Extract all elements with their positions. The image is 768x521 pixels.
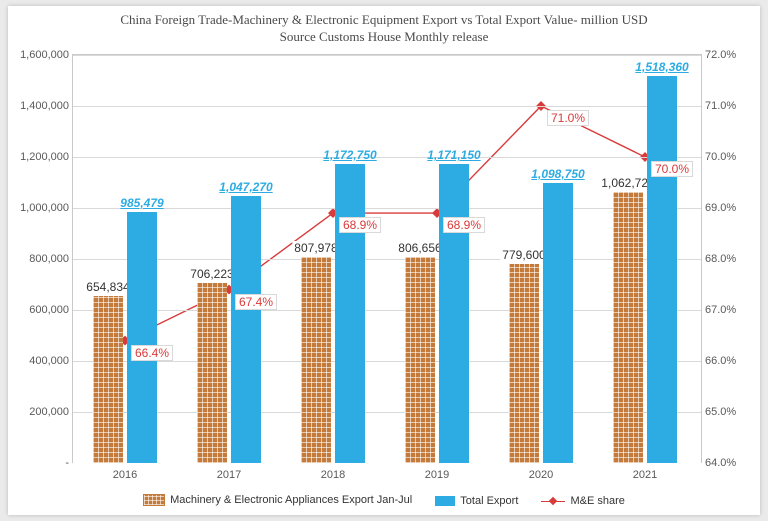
gridline bbox=[73, 412, 701, 413]
bar-label-me: 806,656 bbox=[396, 241, 443, 255]
ytick-left: 600,000 bbox=[11, 304, 69, 316]
legend-item-share: M&E share bbox=[541, 495, 624, 507]
xtick: 2021 bbox=[605, 469, 685, 481]
plot-area: -200,000400,000600,000800,0001,000,0001,… bbox=[72, 54, 702, 463]
bar-total bbox=[127, 212, 157, 463]
ytick-right: 69.0% bbox=[705, 202, 747, 214]
ytick-left: 400,000 bbox=[11, 355, 69, 367]
bar-me bbox=[301, 257, 331, 463]
gridline bbox=[73, 157, 701, 158]
bar-label-total: 985,479 bbox=[120, 196, 163, 210]
ytick-left: 800,000 bbox=[11, 253, 69, 265]
bar-me bbox=[405, 257, 435, 463]
legend-label-share: M&E share bbox=[570, 495, 624, 507]
ytick-left: 1,400,000 bbox=[11, 100, 69, 112]
ytick-right: 67.0% bbox=[705, 304, 747, 316]
ytick-left: - bbox=[11, 457, 69, 469]
legend-label-total: Total Export bbox=[460, 495, 518, 507]
bar-total bbox=[335, 164, 365, 463]
ytick-left: 1,600,000 bbox=[11, 49, 69, 61]
xtick: 2016 bbox=[85, 469, 165, 481]
ytick-left: 200,000 bbox=[11, 406, 69, 418]
bar-label-total: 1,171,150 bbox=[427, 148, 480, 162]
bar-total bbox=[231, 196, 261, 463]
ytick-right: 65.0% bbox=[705, 406, 747, 418]
bar-label-total: 1,098,750 bbox=[531, 167, 584, 181]
xtick: 2019 bbox=[397, 469, 477, 481]
gridline bbox=[73, 208, 701, 209]
chart-card: China Foreign Trade-Machinery & Electron… bbox=[8, 6, 760, 515]
line-label: 67.4% bbox=[235, 294, 277, 310]
legend-swatch-total-icon bbox=[435, 496, 455, 506]
bar-me bbox=[509, 264, 539, 463]
line-label: 66.4% bbox=[131, 345, 173, 361]
line-label: 68.9% bbox=[443, 217, 485, 233]
bar-me bbox=[93, 296, 123, 463]
gridline bbox=[73, 106, 701, 107]
line-label: 70.0% bbox=[651, 161, 693, 177]
legend-label-me: Machinery & Electronic Appliances Export… bbox=[170, 494, 412, 506]
legend-item-me: Machinery & Electronic Appliances Export… bbox=[143, 494, 412, 506]
line-label: 71.0% bbox=[547, 110, 589, 126]
bar-me bbox=[613, 192, 643, 463]
bar-total bbox=[439, 164, 469, 463]
gridline bbox=[73, 55, 701, 56]
ytick-left: 1,000,000 bbox=[11, 202, 69, 214]
ytick-right: 72.0% bbox=[705, 49, 747, 61]
bar-total bbox=[543, 183, 573, 463]
gridline bbox=[73, 310, 701, 311]
xtick: 2018 bbox=[293, 469, 373, 481]
legend-swatch-line-icon bbox=[541, 496, 565, 506]
line-label: 68.9% bbox=[339, 217, 381, 233]
bar-label-total: 1,172,750 bbox=[323, 148, 376, 162]
bar-label-me: 706,223 bbox=[188, 267, 235, 281]
gridline bbox=[73, 259, 701, 260]
bar-total bbox=[647, 76, 677, 463]
chart-title: China Foreign Trade-Machinery & Electron… bbox=[8, 6, 760, 46]
ytick-right: 64.0% bbox=[705, 457, 747, 469]
bar-label-total: 1,518,360 bbox=[635, 60, 688, 74]
bar-label-me: 654,834 bbox=[84, 280, 131, 294]
legend-item-total: Total Export bbox=[435, 495, 518, 507]
ytick-right: 71.0% bbox=[705, 100, 747, 112]
ytick-left: 1,200,000 bbox=[11, 151, 69, 163]
legend-swatch-me-icon bbox=[143, 494, 165, 506]
bar-label-total: 1,047,270 bbox=[219, 180, 272, 194]
ytick-right: 70.0% bbox=[705, 151, 747, 163]
legend: Machinery & Electronic Appliances Export… bbox=[8, 494, 760, 509]
bar-label-me: 807,978 bbox=[292, 241, 339, 255]
ytick-right: 68.0% bbox=[705, 253, 747, 265]
gridline bbox=[73, 361, 701, 362]
xtick: 2017 bbox=[189, 469, 269, 481]
xtick: 2020 bbox=[501, 469, 581, 481]
ytick-right: 66.0% bbox=[705, 355, 747, 367]
bar-me bbox=[197, 283, 227, 463]
bar-label-me: 779,600 bbox=[500, 248, 547, 262]
